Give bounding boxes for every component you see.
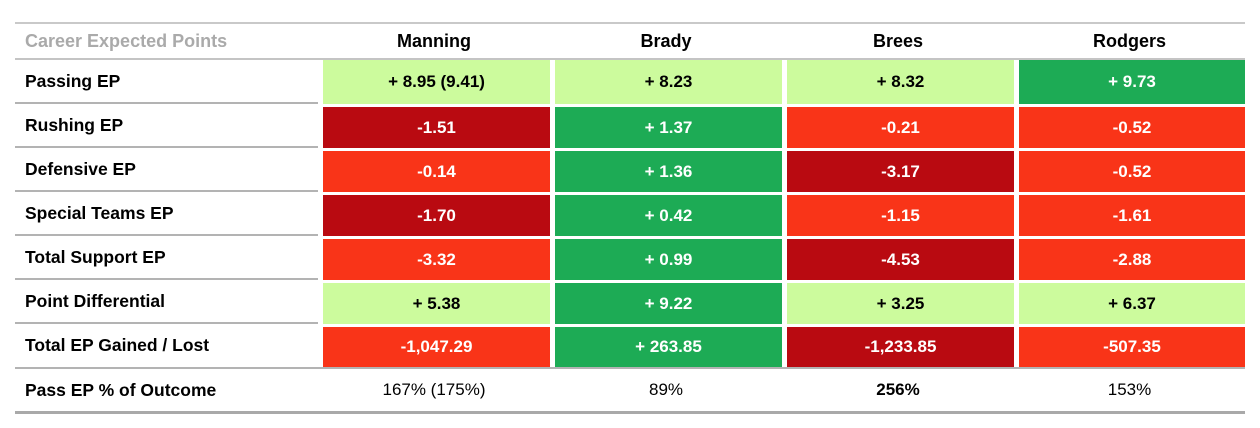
table-title: Career Expected Points bbox=[15, 22, 318, 60]
value-cell: + 0.42 bbox=[550, 192, 782, 236]
row-label: Pass EP % of Outcome bbox=[15, 367, 318, 414]
value-cell: + 8.95 (9.41) bbox=[318, 60, 550, 104]
value-cell: + 8.23 bbox=[550, 60, 782, 104]
value-cell: 256% bbox=[782, 367, 1014, 414]
table-row-total-support-ep: Total Support EP -3.32 + 0.99 -4.53 -2.8… bbox=[15, 236, 1245, 280]
column-header-brady: Brady bbox=[550, 22, 782, 60]
value-cell: + 3.25 bbox=[782, 280, 1014, 324]
row-label: Total EP Gained / Lost bbox=[15, 324, 318, 367]
value-cell: + 6.37 bbox=[1014, 280, 1245, 324]
value-cell: -3.17 bbox=[782, 148, 1014, 192]
value-cell: -0.52 bbox=[1014, 104, 1245, 148]
value-cell: + 5.38 bbox=[318, 280, 550, 324]
row-label: Defensive EP bbox=[15, 148, 318, 192]
value-cell: -1.15 bbox=[782, 192, 1014, 236]
value-cell: -507.35 bbox=[1014, 324, 1245, 367]
row-label: Total Support EP bbox=[15, 236, 318, 280]
value-cell: -0.52 bbox=[1014, 148, 1245, 192]
value-cell: 89% bbox=[550, 367, 782, 414]
value-cell: + 1.36 bbox=[550, 148, 782, 192]
value-cell: + 9.22 bbox=[550, 280, 782, 324]
value-cell: -1.61 bbox=[1014, 192, 1245, 236]
value-cell: -0.21 bbox=[782, 104, 1014, 148]
value-cell: + 8.32 bbox=[782, 60, 1014, 104]
column-header-brees: Brees bbox=[782, 22, 1014, 60]
header-row: Career Expected Points Manning Brady Bre… bbox=[15, 22, 1245, 60]
career-ep-table: Career Expected Points Manning Brady Bre… bbox=[15, 22, 1245, 414]
table-row-rushing-ep: Rushing EP -1.51 + 1.37 -0.21 -0.52 bbox=[15, 104, 1245, 148]
row-label: Rushing EP bbox=[15, 104, 318, 148]
table-row-total-ep-gained-lost: Total EP Gained / Lost -1,047.29 + 263.8… bbox=[15, 324, 1245, 367]
row-label: Passing EP bbox=[15, 60, 318, 104]
column-header-manning: Manning bbox=[318, 22, 550, 60]
value-cell: + 1.37 bbox=[550, 104, 782, 148]
value-cell: + 263.85 bbox=[550, 324, 782, 367]
value-cell: + 9.73 bbox=[1014, 60, 1245, 104]
value-cell: -1.70 bbox=[318, 192, 550, 236]
value-cell: -1,233.85 bbox=[782, 324, 1014, 367]
value-cell: -4.53 bbox=[782, 236, 1014, 280]
table-row-pass-ep-pct-of-outcome: Pass EP % of Outcome 167% (175%) 89% 256… bbox=[15, 367, 1245, 414]
value-cell: + 0.99 bbox=[550, 236, 782, 280]
value-cell: -1.51 bbox=[318, 104, 550, 148]
row-label: Point Differential bbox=[15, 280, 318, 324]
value-cell: -0.14 bbox=[318, 148, 550, 192]
table-row-point-differential: Point Differential + 5.38 + 9.22 + 3.25 … bbox=[15, 280, 1245, 324]
table-row-passing-ep: Passing EP + 8.95 (9.41) + 8.23 + 8.32 +… bbox=[15, 60, 1245, 104]
table-row-special-teams-ep: Special Teams EP -1.70 + 0.42 -1.15 -1.6… bbox=[15, 192, 1245, 236]
table-row-defensive-ep: Defensive EP -0.14 + 1.36 -3.17 -0.52 bbox=[15, 148, 1245, 192]
column-header-rodgers: Rodgers bbox=[1014, 22, 1245, 60]
value-cell: -3.32 bbox=[318, 236, 550, 280]
value-cell: 153% bbox=[1014, 367, 1245, 414]
row-label: Special Teams EP bbox=[15, 192, 318, 236]
value-cell: -1,047.29 bbox=[318, 324, 550, 367]
value-cell: -2.88 bbox=[1014, 236, 1245, 280]
value-cell: 167% (175%) bbox=[318, 367, 550, 414]
